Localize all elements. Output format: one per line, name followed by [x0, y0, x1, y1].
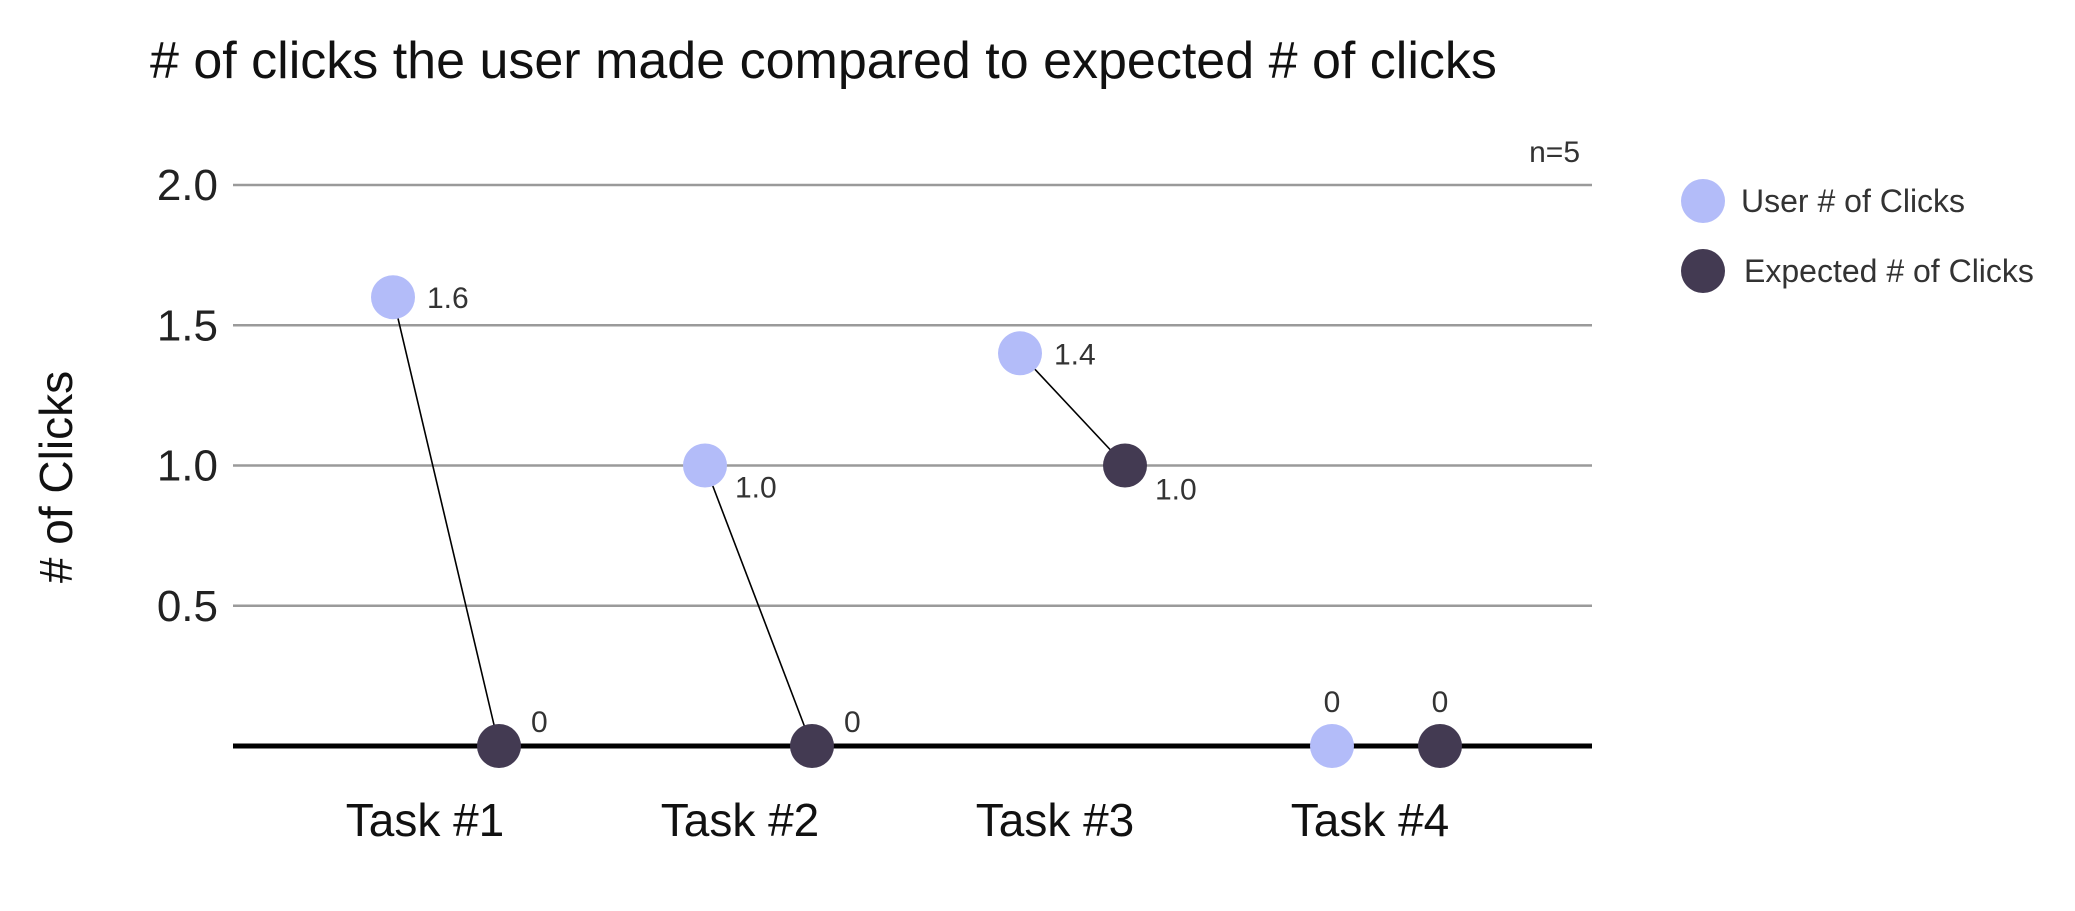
expected-clicks-label: 1.0	[1155, 474, 1197, 507]
x-tick-label: Task #2	[661, 794, 820, 846]
connector-lines	[392, 297, 1126, 747]
y-tick-label: 0.5	[157, 582, 218, 631]
legend: User # of Clicks Expected # of Clicks	[1681, 179, 2034, 293]
expected-clicks-point	[790, 724, 834, 768]
connector-line	[704, 465, 813, 747]
x-tick-label: Task #3	[976, 794, 1135, 846]
expected-clicks-label: 0	[1432, 686, 1449, 719]
legend-marker	[1681, 179, 1725, 223]
expected-clicks-point	[1103, 443, 1147, 488]
user-clicks-label: 1.6	[427, 282, 469, 315]
legend-marker	[1681, 249, 1725, 293]
x-tick-label: Task #1	[346, 794, 505, 846]
data-labels: 1.6 0 1.0 0 1.4 1.0 0 0	[427, 282, 1448, 739]
x-tick-labels: Task #1 Task #2 Task #3 Task #4	[346, 794, 1450, 846]
y-tick-labels: 2.0 1.5 1.0 0.5	[157, 161, 218, 631]
connector-line	[392, 297, 500, 747]
connector-line	[1019, 352, 1126, 467]
y-tick-label: 1.5	[157, 301, 218, 350]
user-clicks-label: 0	[1324, 686, 1341, 719]
legend-label: User # of Clicks	[1741, 183, 1965, 219]
expected-clicks-point	[477, 724, 521, 768]
y-tick-label: 1.0	[157, 442, 218, 491]
user-clicks-point	[1310, 724, 1354, 768]
y-tick-label: 2.0	[157, 161, 218, 210]
user-clicks-point	[683, 443, 727, 488]
y-axis-label: # of Clicks	[30, 371, 82, 583]
x-tick-label: Task #4	[1291, 794, 1450, 846]
sample-size-note: n=5	[1529, 136, 1580, 169]
user-clicks-point	[371, 275, 415, 320]
user-clicks-point	[998, 331, 1042, 376]
user-clicks-label: 1.0	[735, 472, 777, 505]
data-points	[371, 275, 1462, 768]
user-clicks-label: 1.4	[1054, 338, 1096, 371]
expected-clicks-point	[1418, 724, 1462, 768]
chart-title: # of clicks the user made compared to ex…	[150, 32, 1497, 90]
expected-clicks-label: 0	[844, 706, 861, 739]
gridlines	[233, 183, 1592, 749]
expected-clicks-label: 0	[531, 706, 548, 739]
legend-label: Expected # of Clicks	[1744, 253, 2034, 289]
